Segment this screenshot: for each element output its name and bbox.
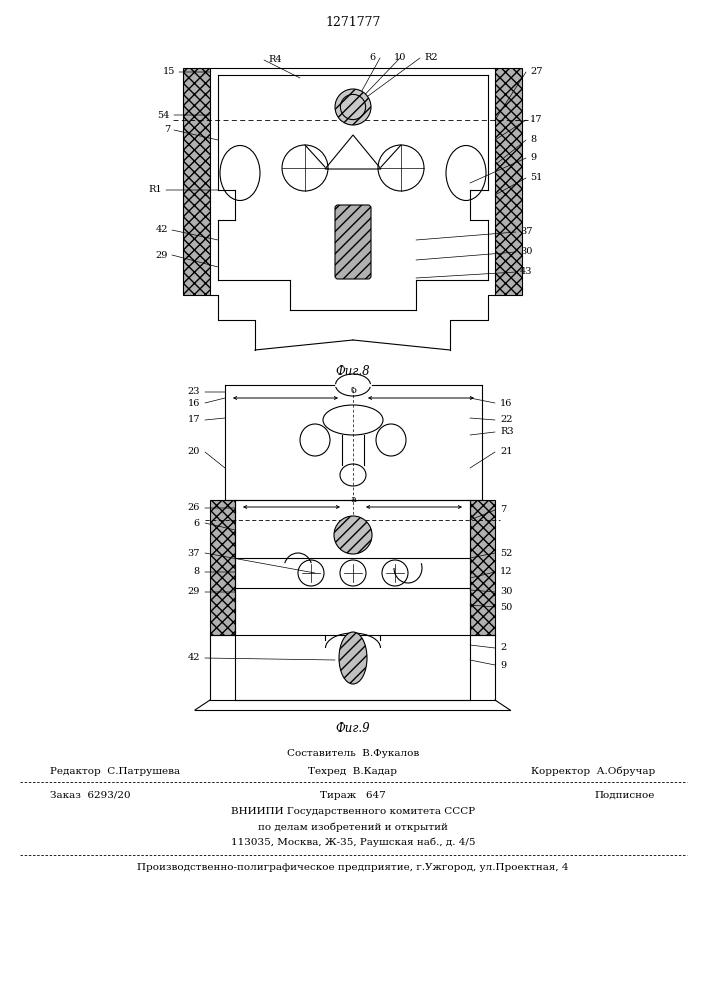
Text: 9: 9 xyxy=(530,153,536,162)
Text: 37: 37 xyxy=(187,548,200,558)
Text: 7: 7 xyxy=(164,125,170,134)
Text: Подписное: Подписное xyxy=(595,790,655,800)
Text: R2: R2 xyxy=(424,53,438,62)
Ellipse shape xyxy=(335,89,371,125)
Text: 113035, Москва, Ж-35, Раушская наб., д. 4/5: 113035, Москва, Ж-35, Раушская наб., д. … xyxy=(230,837,475,847)
Text: 17: 17 xyxy=(187,416,200,424)
Text: 30: 30 xyxy=(520,247,532,256)
Text: б: б xyxy=(350,386,356,395)
Text: 7: 7 xyxy=(500,506,506,514)
Text: 6: 6 xyxy=(370,53,376,62)
Text: 6: 6 xyxy=(194,518,200,528)
Text: по делам изобретений и открытий: по делам изобретений и открытий xyxy=(258,822,448,832)
Ellipse shape xyxy=(339,632,367,684)
Text: 8: 8 xyxy=(194,568,200,576)
Text: Тираж   647: Тираж 647 xyxy=(320,790,386,800)
Text: 23: 23 xyxy=(187,387,200,396)
Text: 42: 42 xyxy=(187,654,200,662)
Text: 27: 27 xyxy=(530,68,542,77)
Text: 9: 9 xyxy=(500,660,506,670)
Ellipse shape xyxy=(334,516,372,554)
Text: Фиг.9: Фиг.9 xyxy=(336,722,370,735)
Text: а: а xyxy=(350,495,356,504)
Text: 17: 17 xyxy=(530,115,542,124)
Text: 20: 20 xyxy=(187,448,200,456)
Text: R3: R3 xyxy=(500,428,513,436)
Text: 21: 21 xyxy=(500,448,513,456)
Text: Фиг.8: Фиг.8 xyxy=(336,365,370,378)
Text: 16: 16 xyxy=(187,398,200,408)
Text: Заказ  6293/20: Заказ 6293/20 xyxy=(50,790,131,800)
Text: 37: 37 xyxy=(520,228,532,236)
Text: 51: 51 xyxy=(530,174,542,182)
Polygon shape xyxy=(210,500,235,635)
Text: ВНИИПИ Государственного комитета СССР: ВНИИПИ Государственного комитета СССР xyxy=(231,808,475,816)
Text: 26: 26 xyxy=(187,504,200,512)
Text: б: б xyxy=(350,634,356,643)
Polygon shape xyxy=(470,500,495,635)
Text: Техред  В.Кадар: Техред В.Кадар xyxy=(308,766,397,776)
Text: 15: 15 xyxy=(163,68,175,77)
Text: 52: 52 xyxy=(500,548,513,558)
Text: Производственно-полиграфическое предприятие, г.Ужгород, ул.Проектная, 4: Производственно-полиграфическое предприя… xyxy=(137,863,568,872)
Text: 42: 42 xyxy=(156,226,168,234)
Text: 54: 54 xyxy=(158,110,170,119)
Text: 29: 29 xyxy=(156,250,168,259)
Text: 12: 12 xyxy=(500,568,513,576)
Text: 16: 16 xyxy=(500,398,513,408)
Text: 2: 2 xyxy=(500,644,506,652)
Text: 1271777: 1271777 xyxy=(325,15,380,28)
Text: Редактор  С.Патрушева: Редактор С.Патрушева xyxy=(50,766,180,776)
Text: 30: 30 xyxy=(500,587,513,596)
Text: 8: 8 xyxy=(530,135,536,144)
Text: Составитель  В.Фукалов: Составитель В.Фукалов xyxy=(287,750,419,758)
Text: R1: R1 xyxy=(148,186,162,194)
Text: R4: R4 xyxy=(268,55,281,64)
Polygon shape xyxy=(183,68,210,295)
Text: 22: 22 xyxy=(500,416,513,424)
Polygon shape xyxy=(495,68,522,295)
FancyBboxPatch shape xyxy=(335,205,371,279)
Text: 10: 10 xyxy=(394,53,407,62)
Text: Корректор  А.Обручар: Корректор А.Обручар xyxy=(531,766,655,776)
Text: 43: 43 xyxy=(520,267,532,276)
Text: 50: 50 xyxy=(500,602,513,611)
Text: 29: 29 xyxy=(187,587,200,596)
